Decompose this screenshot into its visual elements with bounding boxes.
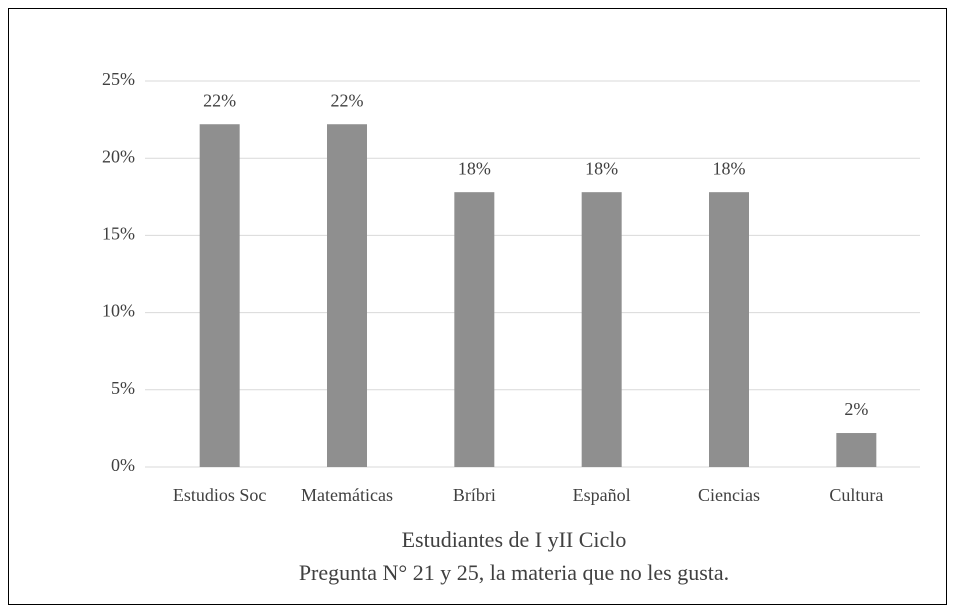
data-label: 2% <box>844 399 868 419</box>
bar <box>199 124 240 468</box>
bar <box>454 192 495 467</box>
data-label: 22% <box>203 90 236 110</box>
x-tick-label: Estudios Soc <box>173 485 267 505</box>
x-tick-label: Bríbri <box>453 485 496 505</box>
x-tick-label: Matemáticas <box>301 485 393 505</box>
bar <box>836 433 877 467</box>
y-tick-label: 25% <box>102 69 135 89</box>
x-tick-label: Ciencias <box>698 485 760 505</box>
y-tick-label: 0% <box>111 455 135 475</box>
x-tick-label: Cultura <box>829 485 883 505</box>
x-tick-label: Español <box>573 485 631 505</box>
x-axis-title: Estudiantes de I yII Ciclo <box>402 527 627 552</box>
bar <box>581 192 622 467</box>
y-tick-label: 5% <box>111 378 135 398</box>
data-label: 22% <box>331 90 364 110</box>
y-tick-label: 10% <box>102 301 135 321</box>
y-tick-label: 15% <box>102 224 135 244</box>
caption: Pregunta N° 21 y 25, la materia que no l… <box>299 560 729 585</box>
data-label: 18% <box>585 158 618 178</box>
bar <box>709 192 749 467</box>
data-label: 18% <box>458 158 491 178</box>
bar <box>327 124 367 468</box>
y-tick-label: 20% <box>102 146 135 166</box>
data-label: 18% <box>713 158 746 178</box>
